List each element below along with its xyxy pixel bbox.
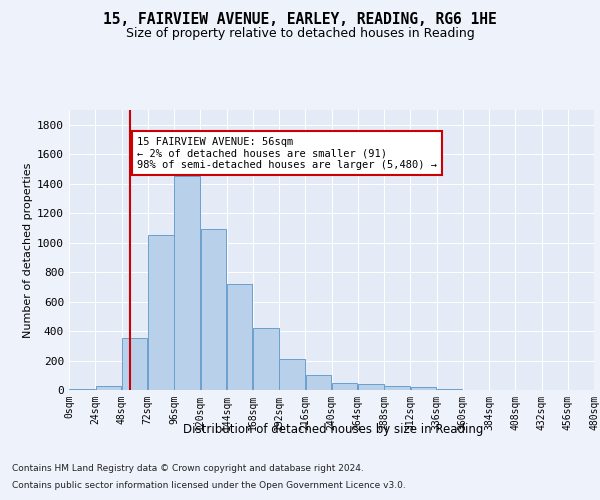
Bar [227,284,253,390]
Bar [410,388,436,390]
Bar [358,384,383,390]
Bar [122,338,148,390]
Bar [385,386,410,390]
Bar [70,388,95,390]
Text: 15 FAIRVIEW AVENUE: 56sqm
← 2% of detached houses are smaller (91)
98% of semi-d: 15 FAIRVIEW AVENUE: 56sqm ← 2% of detach… [137,136,437,170]
Bar [95,386,121,390]
Bar [148,236,173,390]
Bar [437,388,463,390]
Text: Size of property relative to detached houses in Reading: Size of property relative to detached ho… [125,28,475,40]
Text: Contains public sector information licensed under the Open Government Licence v3: Contains public sector information licen… [12,481,406,490]
Bar [332,382,358,390]
Text: Contains HM Land Registry data © Crown copyright and database right 2024.: Contains HM Land Registry data © Crown c… [12,464,364,473]
Bar [305,376,331,390]
Text: Distribution of detached houses by size in Reading: Distribution of detached houses by size … [183,422,483,436]
Bar [200,230,226,390]
Bar [175,176,200,390]
Y-axis label: Number of detached properties: Number of detached properties [23,162,33,338]
Bar [280,359,305,390]
Bar [253,328,278,390]
Text: 15, FAIRVIEW AVENUE, EARLEY, READING, RG6 1HE: 15, FAIRVIEW AVENUE, EARLEY, READING, RG… [103,12,497,28]
